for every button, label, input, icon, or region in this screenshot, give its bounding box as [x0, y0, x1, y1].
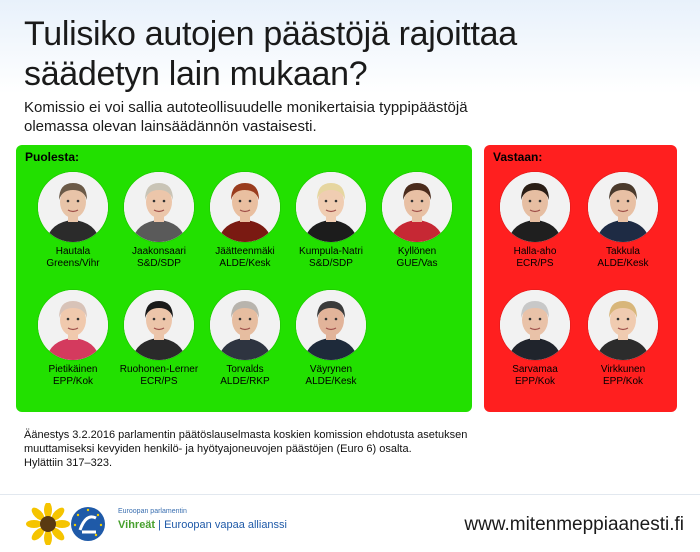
- subtitle-line-2: olemassa olevan lainsäädännön vastaisest…: [24, 118, 317, 135]
- portrait-photo-icon: [38, 172, 108, 242]
- person-party: ECR/PS: [140, 376, 178, 387]
- person-party: Greens/Vihr: [46, 258, 100, 269]
- portrait: [500, 290, 570, 360]
- against-person-card: Halla-aho ECR/PS: [490, 172, 580, 270]
- portrait-photo-icon: [500, 172, 570, 242]
- portrait-photo-icon: [382, 172, 452, 242]
- logo-greens: Vihreät: [118, 519, 156, 531]
- portrait: [38, 290, 108, 360]
- person-name: Jäätteenmäki: [215, 246, 275, 257]
- logo-wordmark: Vihreät | Euroopan vapaa allianssi: [118, 519, 287, 531]
- logo-separator: |: [155, 519, 165, 531]
- person-name: Halla-aho: [513, 246, 557, 257]
- against-person-card: Takkula ALDE/Kesk: [578, 172, 668, 270]
- portrait-photo-icon: [588, 172, 658, 242]
- for-heading: Puolesta:: [25, 150, 80, 164]
- title-line-1: Tulisiko autojen päästöjä rajoittaa: [24, 15, 517, 53]
- person-name: Sarvamaa: [512, 364, 558, 375]
- page-subtitle: Komissio ei voi sallia autoteollisuudell…: [24, 98, 684, 136]
- for-person-card: Kyllönen GUE/Vas: [372, 172, 462, 270]
- for-person-card: Pietikäinen EPP/Kok: [28, 290, 118, 388]
- person-party: GUE/Vas: [396, 258, 438, 269]
- title-line-2: säädetyn lain mukaan?: [24, 55, 368, 93]
- greens-efa-logo: [26, 502, 116, 546]
- portrait-photo-icon: [124, 290, 194, 360]
- person-name: Ruohonen-Lerner: [119, 364, 199, 375]
- portrait: [296, 290, 366, 360]
- portrait: [296, 172, 366, 242]
- for-person-card: Jaakonsaari S&D/SDP: [114, 172, 204, 270]
- website-link[interactable]: www.mitenmeppiaanesti.fi: [464, 514, 684, 535]
- for-person-card: Hautala Greens/Vihr: [28, 172, 118, 270]
- portrait: [500, 172, 570, 242]
- portrait-photo-icon: [296, 290, 366, 360]
- person-name: Jaakonsaari: [132, 246, 186, 257]
- subtitle-line-1: Komissio ei voi sallia autoteollisuudell…: [24, 99, 468, 116]
- portrait: [210, 290, 280, 360]
- person-name: Kumpula-Natri: [299, 246, 363, 257]
- person-party: S&D/SDP: [309, 258, 353, 269]
- portrait: [124, 172, 194, 242]
- for-person-card: Torvalds ALDE/RKP: [200, 290, 290, 388]
- vote-info-line-2: muuttamiseksi kevyiden henkilö- ja hyöty…: [24, 443, 412, 455]
- logo-efa: Euroopan vapaa allianssi: [164, 519, 287, 531]
- person-name: Torvalds: [226, 364, 264, 375]
- for-person-card: Jäätteenmäki ALDE/Kesk: [200, 172, 290, 270]
- for-person-card: Ruohonen-Lerner ECR/PS: [114, 290, 204, 388]
- portrait-photo-icon: [296, 172, 366, 242]
- person-party: ALDE/Kesk: [597, 258, 649, 269]
- portrait-photo-icon: [210, 172, 280, 242]
- person-name: Pietikäinen: [48, 364, 98, 375]
- person-party: EPP/Kok: [602, 376, 644, 387]
- portrait: [588, 290, 658, 360]
- portrait: [124, 290, 194, 360]
- vote-info-line-1: Äänestys 3.2.2016 parlamentin päätöslaus…: [24, 429, 468, 441]
- portrait: [588, 172, 658, 242]
- footer: Euroopan parlamentin Vihreät | Euroopan …: [0, 494, 700, 552]
- vote-result: Hylättiin 317–323.: [24, 457, 113, 469]
- portrait-photo-icon: [124, 172, 194, 242]
- portrait: [210, 172, 280, 242]
- person-party: ECR/PS: [516, 258, 554, 269]
- person-party: ALDE/Kesk: [219, 258, 271, 269]
- person-name: Takkula: [606, 246, 640, 257]
- against-heading: Vastaan:: [493, 150, 543, 164]
- portrait-photo-icon: [210, 290, 280, 360]
- portrait: [38, 172, 108, 242]
- person-party: EPP/Kok: [52, 376, 94, 387]
- portrait-photo-icon: [588, 290, 658, 360]
- person-party: ALDE/Kesk: [305, 376, 357, 387]
- for-person-card: Kumpula-Natri S&D/SDP: [286, 172, 376, 270]
- for-person-card: Väyrynen ALDE/Kesk: [286, 290, 376, 388]
- sunflower-logo-icon: [26, 502, 105, 546]
- for-panel: Puolesta: Hautala Greens/Vihr Jaakonsaari S…: [16, 145, 472, 412]
- logo-caption: Euroopan parlamentin: [118, 508, 187, 515]
- portrait-photo-icon: [500, 290, 570, 360]
- person-name: Virkkunen: [600, 364, 646, 375]
- person-name: Väyrynen: [309, 364, 353, 375]
- person-party: S&D/SDP: [137, 258, 181, 269]
- against-panel: Vastaan: Halla-aho ECR/PS Takkula ALDE/Kesk…: [484, 145, 677, 412]
- person-name: Kyllönen: [397, 246, 437, 257]
- vote-info: Äänestys 3.2.2016 parlamentin päätöslaus…: [24, 428, 624, 470]
- against-person-card: Sarvamaa EPP/Kok: [490, 290, 580, 388]
- against-person-card: Virkkunen EPP/Kok: [578, 290, 668, 388]
- person-party: ALDE/RKP: [220, 376, 270, 387]
- page-title: Tulisiko autojen päästöjä rajoittaa sääd…: [24, 14, 684, 94]
- person-name: Hautala: [55, 246, 91, 257]
- person-party: EPP/Kok: [514, 376, 556, 387]
- portrait: [382, 172, 452, 242]
- portrait-photo-icon: [38, 290, 108, 360]
